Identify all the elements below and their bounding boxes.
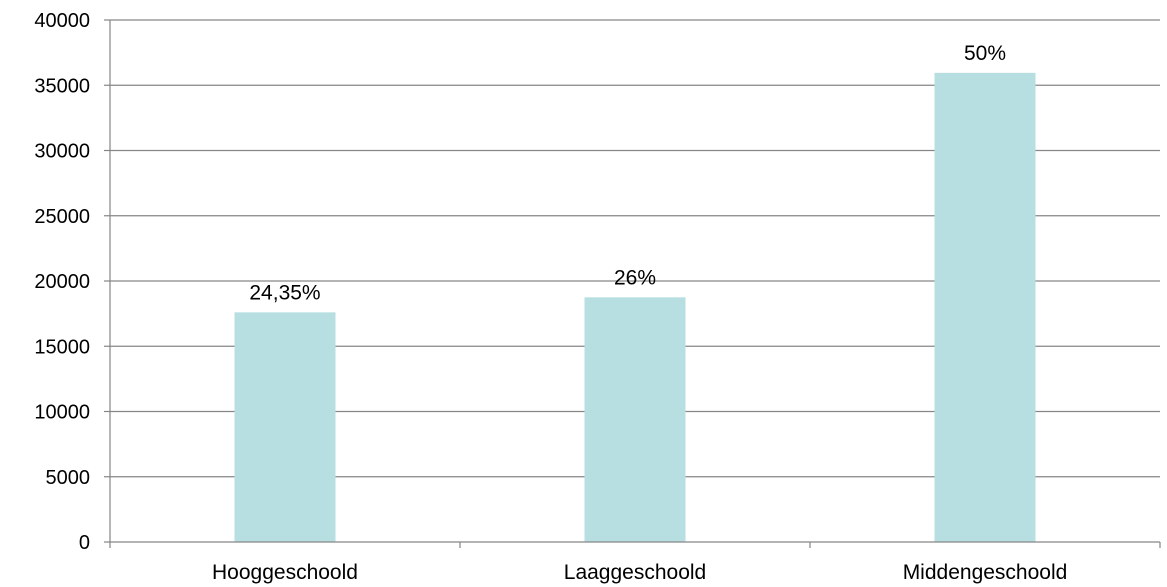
y-tick-labels: 0 5000 10000 15000 20000 25000 30000 35000 40000 [34,10,90,554]
y-tick-label: 25000 [34,206,90,228]
data-label: 24,35% [249,281,320,304]
data-labels: 24,35% 26% 50% [249,42,1006,304]
axes [104,19,1161,548]
y-tick-label: 40000 [34,10,90,32]
y-tick-label: 5000 [46,467,91,489]
y-tick-label: 30000 [34,141,90,163]
y-tick-label: 35000 [34,75,90,97]
x-tick-label: Hooggeschoold [212,561,358,584]
data-label: 50% [964,42,1006,65]
y-tick-label: 15000 [34,336,90,358]
x-tick-labels: Hooggeschoold Laaggeschoold Middengeschool… [212,561,1067,584]
bar [584,297,686,542]
bars [234,72,1036,542]
bar [934,72,1036,542]
data-label: 26% [614,266,656,289]
y-tick-label: 20000 [34,271,90,293]
y-tick-label: 0 [79,532,90,554]
x-tick-label: Laaggeschoold [564,561,706,584]
x-tick-label: Middengeschoold [903,561,1068,584]
bar [234,312,336,542]
y-tick-label: 10000 [34,402,90,424]
